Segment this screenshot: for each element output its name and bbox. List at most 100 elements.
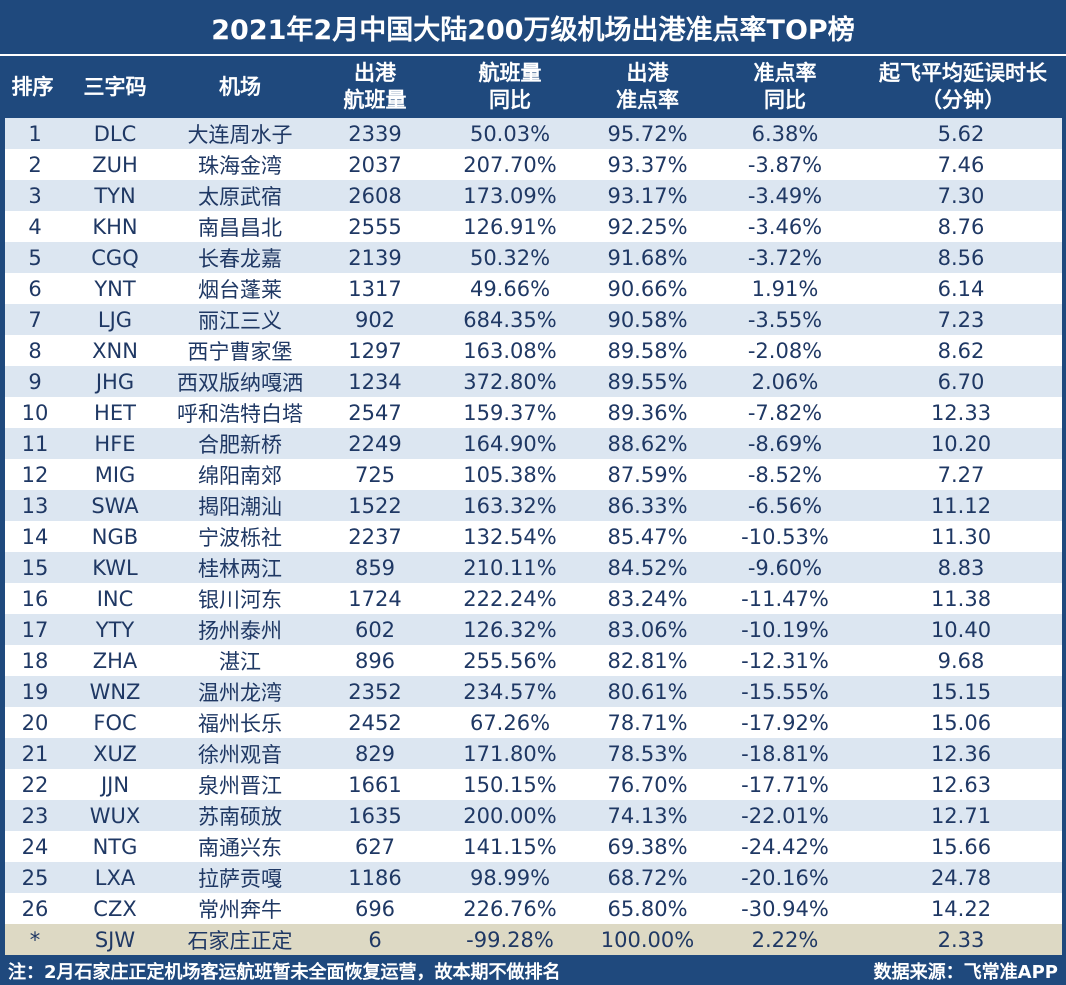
cell-flights: 2452: [348, 710, 402, 735]
cell-ontime: 85.47%: [607, 524, 688, 549]
header-ontime-line2: 准点率: [616, 88, 679, 112]
cell-airport: 泉州晋江: [198, 773, 282, 798]
cell-delay: 10.20: [930, 431, 992, 456]
cell-ontime-yoy: -9.60%: [747, 555, 823, 580]
cell-ontime: 68.72%: [607, 865, 688, 890]
cell-ontime-yoy: -10.53%: [741, 524, 829, 549]
cell-flights-yoy: 372.80%: [463, 369, 557, 394]
cell-code: NGB: [91, 524, 139, 549]
cell-rank: 13: [21, 493, 49, 518]
cell-ontime: 95.72%: [607, 121, 688, 146]
header-delay-line2: （分钟）: [921, 88, 1005, 112]
table-row: 2 ZUH 珠海金湾 2037 207.70% 93.37% -3.87% 7.46: [5, 149, 1062, 180]
cell-rank: 19: [21, 679, 49, 704]
table-row: 25 LXA 拉萨贡嘎 1186 98.99% 68.72% -20.16% 24.78: [5, 862, 1062, 893]
cell-flights-yoy: 163.32%: [463, 493, 557, 518]
cell-airport: 银川河东: [198, 587, 282, 612]
cell-rank: 14: [21, 524, 49, 549]
cell-ontime: 78.71%: [607, 710, 688, 735]
cell-airport: 丽江三义: [198, 308, 282, 333]
cell-airport: 呼和浩特白塔: [177, 401, 303, 426]
cell-code: KHN: [92, 214, 138, 239]
cell-ontime-yoy: -18.81%: [741, 741, 829, 766]
table-row: 12 MIG 绵阳南郊 725 105.38% 87.59% -8.52% 7.27: [5, 459, 1062, 490]
cell-ontime-yoy: 2.22%: [751, 927, 819, 952]
cell-code: XUZ: [93, 741, 137, 766]
cell-airport: 珠海金湾: [198, 153, 282, 178]
table-row: 5 CGQ 长春龙嘉 2139 50.32% 91.68% -3.72% 8.56: [5, 242, 1062, 273]
cell-ontime: 83.24%: [607, 586, 688, 611]
cell-delay: 14.22: [930, 896, 992, 921]
cell-ontime-yoy: -3.46%: [747, 214, 823, 239]
cell-flights: 1186: [348, 865, 402, 890]
cell-ontime-yoy: -8.69%: [747, 431, 823, 456]
cell-rank: 23: [21, 803, 49, 828]
cell-delay: 8.83: [937, 555, 985, 580]
cell-ontime-yoy: -8.52%: [747, 462, 823, 487]
cell-ontime-yoy: -3.55%: [747, 307, 823, 332]
cell-rank: 20: [21, 710, 49, 735]
cell-code: JHG: [95, 369, 135, 394]
cell-flights-yoy: 105.38%: [463, 462, 557, 487]
footer-note: 注：2月石家庄正定机场客运航班暂未全面恢复运营，故本期不做排名: [8, 962, 561, 983]
cell-delay: 24.78: [930, 865, 992, 890]
cell-ontime-yoy: 1.91%: [751, 276, 819, 301]
table-row: 21 XUZ 徐州观音 829 171.80% 78.53% -18.81% 12.36: [5, 738, 1062, 769]
cell-ontime-yoy: 2.06%: [751, 369, 819, 394]
cell-ontime: 100.00%: [600, 927, 695, 952]
cell-flights: 2608: [348, 183, 402, 208]
cell-rank: 21: [21, 741, 49, 766]
cell-rank: 25: [21, 865, 49, 890]
cell-code: YNT: [94, 276, 136, 301]
cell-flights: 725: [354, 462, 396, 487]
table-row: 14 NGB 宁波栎社 2237 132.54% 85.47% -10.53% 11.30: [5, 521, 1062, 552]
table-row: 16 INC 银川河东 1724 222.24% 83.24% -11.47% 11.38: [5, 583, 1062, 614]
table-row: 18 ZHA 湛江 896 255.56% 82.81% -12.31% 9.68: [5, 645, 1062, 676]
cell-rank: 10: [21, 400, 49, 425]
cell-flights-yoy: 234.57%: [463, 679, 557, 704]
cell-ontime: 83.06%: [607, 617, 688, 642]
cell-airport: 合肥新桥: [198, 432, 282, 457]
cell-delay: 15.66: [930, 834, 992, 859]
cell-flights-yoy: 163.08%: [463, 338, 557, 363]
cell-ontime-yoy: -12.31%: [741, 648, 829, 673]
cell-delay: 12.63: [930, 772, 992, 797]
cell-code: KWL: [92, 555, 138, 580]
cell-airport: 绵阳南郊: [198, 463, 282, 488]
cell-flights-yoy: 67.26%: [469, 710, 551, 735]
cell-flights: 1522: [348, 493, 402, 518]
header-flights-line1: 出港: [354, 61, 396, 85]
header-flights: 出港 航班量: [315, 56, 435, 118]
cell-airport: 桂林两江: [198, 556, 282, 581]
cell-flights: 829: [354, 741, 396, 766]
table-row: 19 WNZ 温州龙湾 2352 234.57% 80.61% -15.55% 15.15: [5, 676, 1062, 707]
cell-rank: 12: [21, 462, 49, 487]
cell-delay: 7.27: [937, 462, 985, 487]
cell-ontime: 76.70%: [607, 772, 688, 797]
cell-delay: 2.33: [937, 927, 985, 952]
table-row: 4 KHN 南昌昌北 2555 126.91% 92.25% -3.46% 8.76: [5, 211, 1062, 242]
cell-flights-yoy: 126.32%: [463, 617, 557, 642]
cell-ontime-yoy: -15.55%: [741, 679, 829, 704]
header-flights-yoy-line2: 同比: [489, 88, 531, 112]
table-row: 8 XNN 西宁曹家堡 1297 163.08% 89.58% -2.08% 8.62: [5, 335, 1062, 366]
cell-ontime: 92.25%: [607, 214, 688, 239]
cell-ontime-yoy: -3.49%: [747, 183, 823, 208]
header-flights-yoy: 航班量 同比: [435, 56, 585, 118]
table-row: 9 JHG 西双版纳嘎洒 1234 372.80% 89.55% 2.06% 6.70: [5, 366, 1062, 397]
cell-code: JJN: [100, 772, 130, 797]
cell-airport: 大连周水子: [187, 122, 293, 147]
cell-delay: 6.14: [937, 276, 985, 301]
cell-ontime-yoy: -17.92%: [741, 710, 829, 735]
table-body: 1 DLC 大连周水子 2339 50.03% 95.72% 6.38% 5.62 2 ZUH 珠海…: [5, 118, 1062, 955]
table-row: 6 YNT 烟台蓬莱 1317 49.66% 90.66% 1.91% 6.14: [5, 273, 1062, 304]
table-footer: 注：2月石家庄正定机场客运航班暂未全面恢复运营，故本期不做排名 数据来源：飞常准…: [0, 957, 1066, 985]
cell-ontime: 65.80%: [607, 896, 688, 921]
cell-code: NTG: [92, 834, 138, 859]
cell-flights: 1297: [348, 338, 402, 363]
cell-flights-yoy: 207.70%: [463, 152, 557, 177]
cell-ontime-yoy: 6.38%: [751, 121, 819, 146]
cell-airport: 常州奔牛: [198, 897, 282, 922]
cell-ontime-yoy: -6.56%: [747, 493, 823, 518]
